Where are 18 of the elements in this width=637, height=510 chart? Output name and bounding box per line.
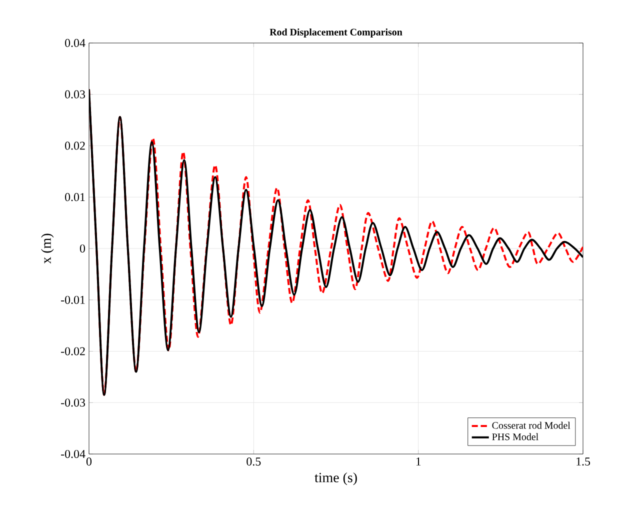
x-tick-label: 1 — [416, 458, 421, 466]
x-tick-label: 1.5 — [576, 458, 590, 466]
chart-title: Rod Displacement Comparison — [270, 28, 402, 38]
y-tick-label: 0.02 — [65, 142, 85, 150]
x-tick-label: 0.5 — [246, 458, 261, 466]
legend-label: PHS Model — [492, 433, 538, 440]
x-axis-title: time (s) — [314, 472, 357, 486]
y-tick-label: 0.04 — [65, 38, 86, 48]
y-tick-label: -0.03 — [61, 398, 86, 407]
y-tick-label: 0 — [80, 244, 86, 253]
y-tick-label: 0.01 — [65, 193, 85, 202]
y-tick-label: -0.01 — [61, 296, 85, 304]
x-tick-label: 0 — [86, 458, 92, 466]
y-tick-label: -0.02 — [61, 347, 85, 356]
y-tick-label: -0.04 — [61, 450, 86, 458]
y-tick-label: 0.03 — [65, 90, 86, 98]
y-axis-title: x (m) — [41, 234, 54, 264]
legend-label: Cosserat rod Model — [492, 422, 570, 429]
